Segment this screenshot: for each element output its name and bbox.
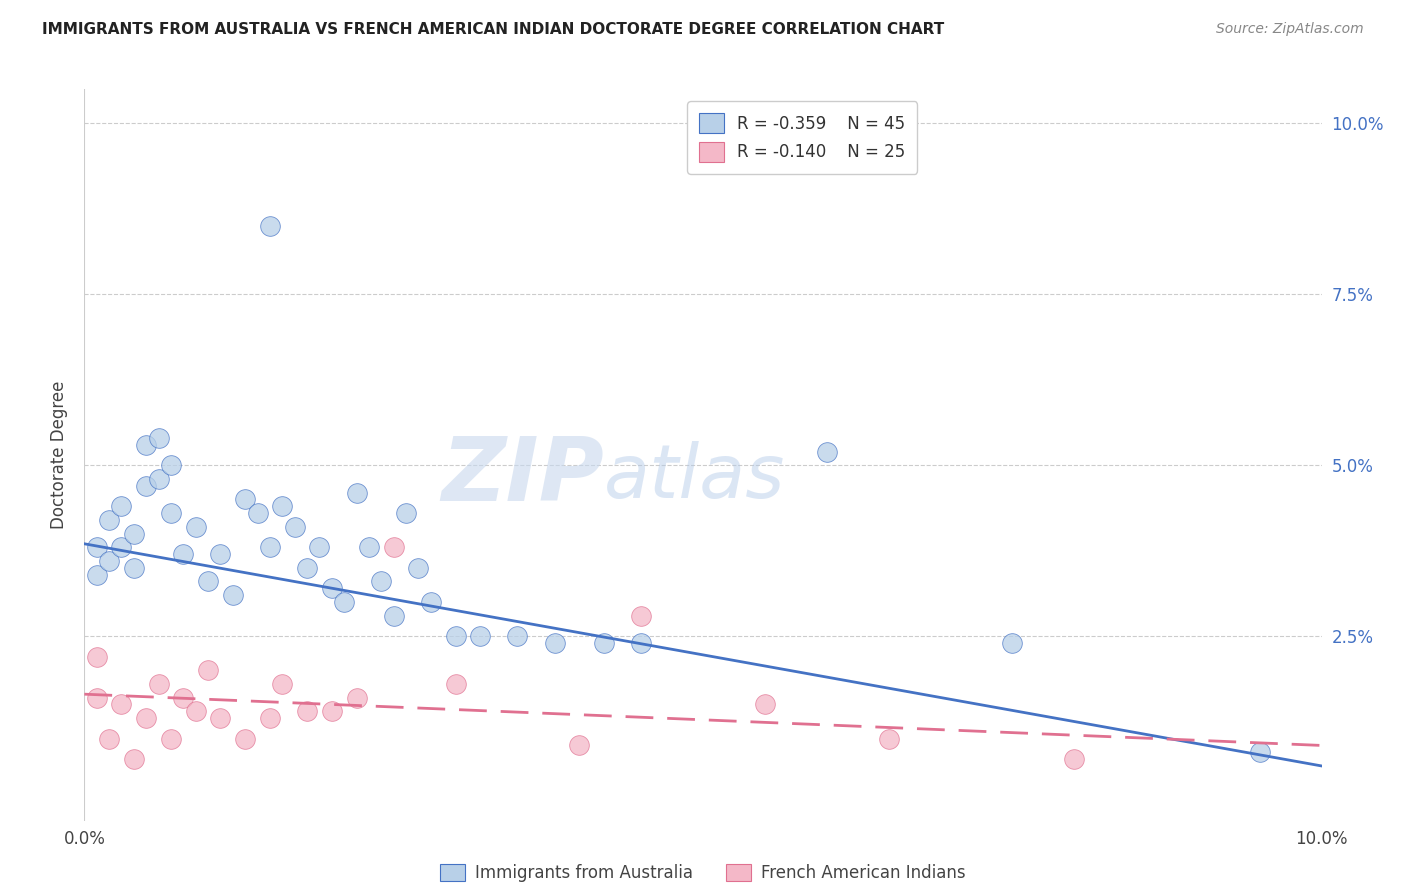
Point	[172, 547, 194, 561]
Point	[1001, 636, 1024, 650]
Point	[382, 608, 405, 623]
Point	[395, 506, 418, 520]
Point	[246, 506, 269, 520]
Point	[308, 540, 330, 554]
Point	[444, 629, 467, 643]
Point	[259, 711, 281, 725]
Point	[209, 547, 232, 561]
Text: IMMIGRANTS FROM AUSTRALIA VS FRENCH AMERICAN INDIAN DOCTORATE DEGREE CORRELATION: IMMIGRANTS FROM AUSTRALIA VS FRENCH AMER…	[42, 22, 945, 37]
Legend: Immigrants from Australia, French American Indians: Immigrants from Australia, French Americ…	[440, 863, 966, 882]
Point	[110, 698, 132, 712]
Point	[321, 581, 343, 595]
Point	[233, 492, 256, 507]
Point	[419, 595, 441, 609]
Point	[148, 677, 170, 691]
Y-axis label: Doctorate Degree: Doctorate Degree	[49, 381, 67, 529]
Point	[135, 478, 157, 492]
Point	[444, 677, 467, 691]
Point	[333, 595, 356, 609]
Point	[346, 690, 368, 705]
Point	[568, 739, 591, 753]
Text: Source: ZipAtlas.com: Source: ZipAtlas.com	[1216, 22, 1364, 37]
Point	[754, 698, 776, 712]
Point	[593, 636, 616, 650]
Point	[184, 519, 207, 533]
Point	[543, 636, 565, 650]
Point	[110, 540, 132, 554]
Point	[122, 526, 145, 541]
Point	[877, 731, 900, 746]
Point	[160, 731, 183, 746]
Point	[135, 438, 157, 452]
Point	[98, 731, 121, 746]
Point	[408, 560, 430, 574]
Text: atlas: atlas	[605, 441, 786, 513]
Point	[1249, 745, 1271, 759]
Point	[321, 704, 343, 718]
Point	[122, 560, 145, 574]
Point	[630, 636, 652, 650]
Point	[357, 540, 380, 554]
Point	[222, 588, 245, 602]
Point	[148, 472, 170, 486]
Point	[197, 574, 219, 589]
Point	[184, 704, 207, 718]
Point	[197, 663, 219, 677]
Point	[209, 711, 232, 725]
Point	[110, 499, 132, 513]
Point	[259, 219, 281, 233]
Point	[271, 499, 294, 513]
Point	[630, 608, 652, 623]
Point	[295, 704, 318, 718]
Point	[370, 574, 392, 589]
Point	[470, 629, 492, 643]
Point	[295, 560, 318, 574]
Point	[98, 554, 121, 568]
Point	[506, 629, 529, 643]
Point	[172, 690, 194, 705]
Text: ZIP: ZIP	[441, 434, 605, 520]
Point	[382, 540, 405, 554]
Point	[815, 444, 838, 458]
Point	[284, 519, 307, 533]
Point	[271, 677, 294, 691]
Point	[259, 540, 281, 554]
Point	[160, 458, 183, 472]
Point	[233, 731, 256, 746]
Point	[148, 431, 170, 445]
Point	[135, 711, 157, 725]
Point	[1063, 752, 1085, 766]
Point	[86, 690, 108, 705]
Point	[86, 649, 108, 664]
Point	[160, 506, 183, 520]
Point	[346, 485, 368, 500]
Point	[98, 513, 121, 527]
Point	[122, 752, 145, 766]
Point	[86, 567, 108, 582]
Point	[86, 540, 108, 554]
